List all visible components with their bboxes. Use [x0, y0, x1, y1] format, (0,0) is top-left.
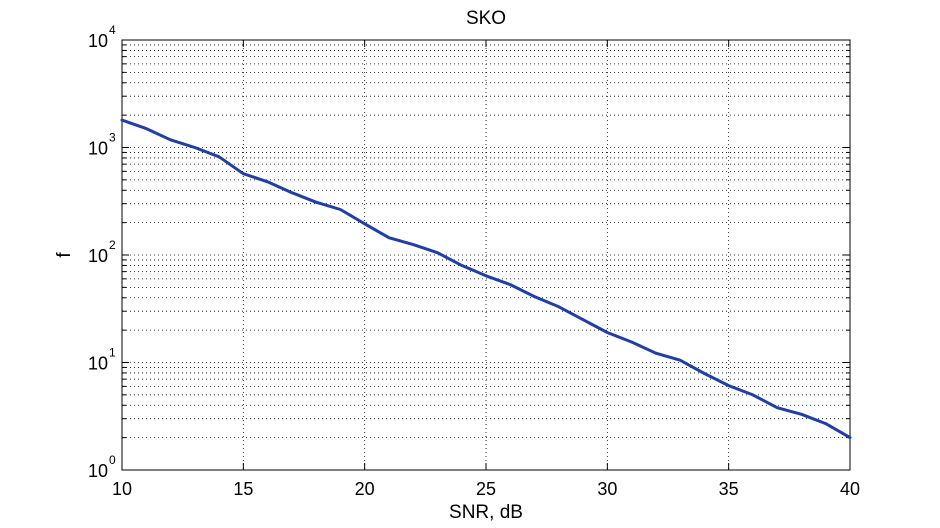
y-tick-label: 10 [88, 246, 108, 266]
y-tick-exponent: 1 [109, 346, 116, 360]
y-tick-exponent: 4 [109, 23, 116, 37]
x-tick-label: 15 [233, 479, 253, 499]
y-axis-label: f [54, 252, 75, 258]
x-tick-labels: 10 15 20 25 30 35 40 [112, 479, 860, 499]
series-layer [120, 118, 852, 440]
x-tick-label: 10 [112, 479, 132, 499]
x-tick-label: 35 [719, 479, 739, 499]
y-tick-exponent: 2 [109, 238, 116, 252]
y-tick-label: 10 [88, 31, 108, 51]
x-tick-label: 40 [840, 479, 860, 499]
y-tick-label: 10 [88, 139, 108, 159]
y-tick-label: 10 [88, 461, 108, 481]
series-line [120, 118, 852, 440]
y-tick-label: 10 [88, 354, 108, 374]
chart-title: SKO [466, 8, 506, 29]
x-tick-label: 30 [597, 479, 617, 499]
grid [121, 40, 851, 471]
tick-marks [121, 39, 851, 471]
y-tick-exponent: 0 [109, 453, 116, 467]
x-tick-label: 25 [476, 479, 496, 499]
x-axis-label: SNR, dB [449, 502, 523, 523]
y-tick-exponent: 3 [109, 131, 116, 145]
x-tick-label: 20 [355, 479, 375, 499]
